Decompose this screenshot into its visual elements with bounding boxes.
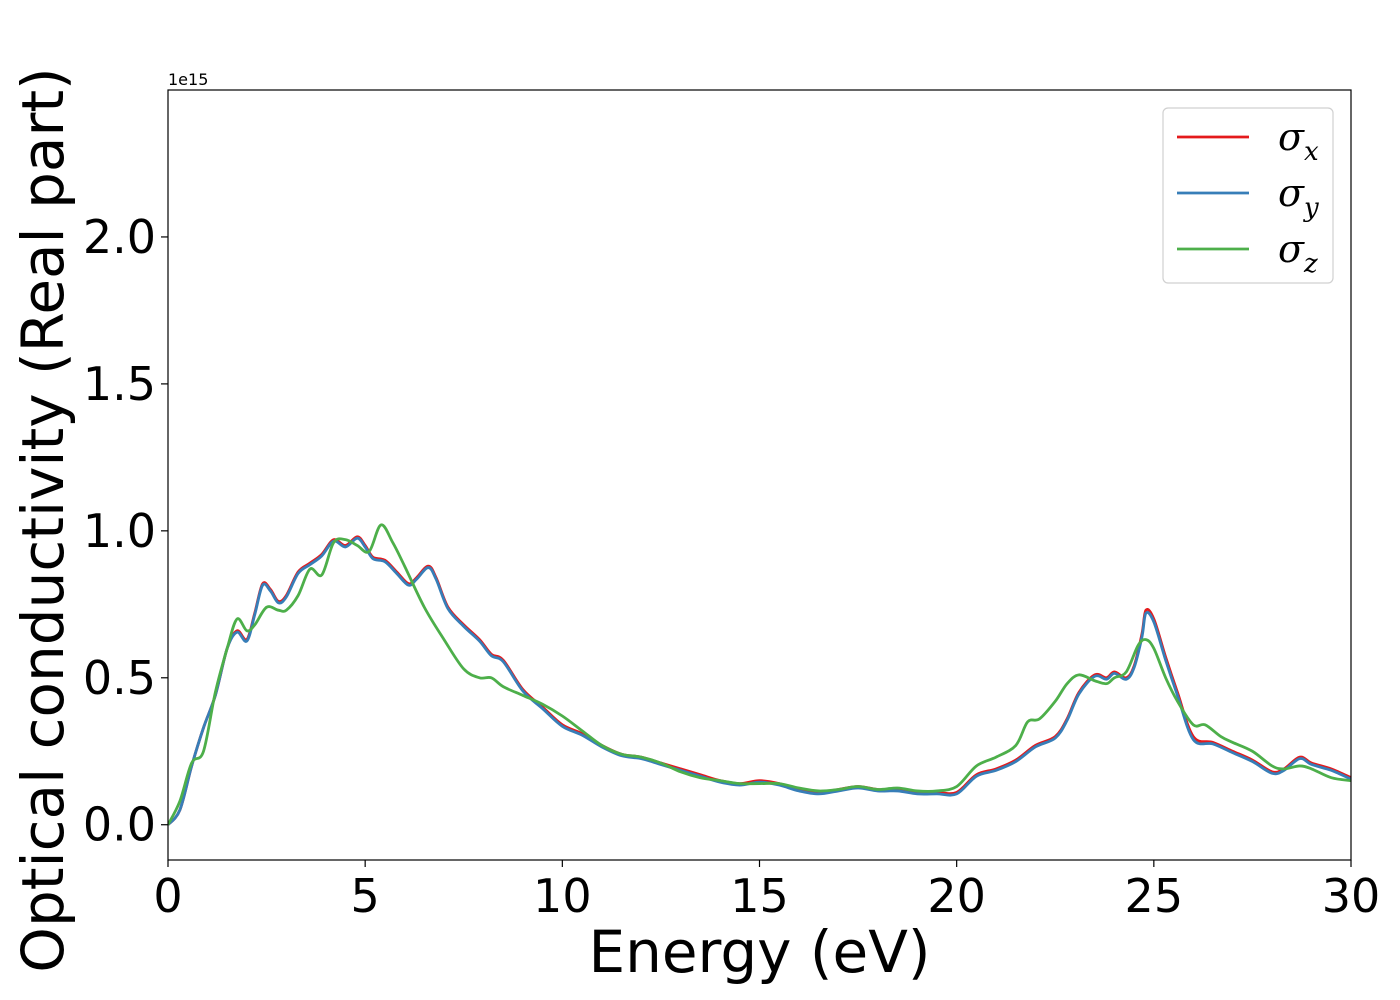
x-tick-label: 10: [533, 869, 592, 923]
y-tick-label: 0.5: [83, 651, 156, 705]
x-axis-ticks: 0 5 10 15 20 25 30: [153, 860, 1380, 923]
x-tick-label: 0: [153, 869, 182, 923]
x-tick-label: 20: [927, 869, 986, 923]
y-tick-label: 2.0: [83, 210, 156, 264]
y-tick-label: 1.5: [83, 357, 156, 411]
series-line-z: [168, 523, 1351, 826]
y-axis-offset-text: 1e15: [168, 70, 208, 89]
y-axis-title: Optical conductivity (Real part): [9, 67, 77, 972]
y-tick-label: 1.0: [83, 504, 156, 558]
x-tick-label: 5: [351, 869, 380, 923]
legend-label-y: σy: [1278, 171, 1319, 223]
legend-label-x: σx: [1278, 115, 1319, 167]
x-tick-label: 25: [1125, 869, 1184, 923]
legend-label-z: σz: [1278, 227, 1318, 279]
series-layer: [168, 523, 1351, 826]
x-tick-label: 30: [1322, 869, 1381, 923]
y-tick-label: 0.0: [83, 798, 156, 852]
legend-box: [1162, 107, 1334, 284]
y-axis-ticks: 0.0 0.5 1.0 1.5 2.0: [83, 210, 168, 852]
series-line-y: [168, 536, 1351, 826]
x-axis-title: Energy (eV): [588, 918, 930, 986]
x-tick-label: 15: [730, 869, 789, 923]
